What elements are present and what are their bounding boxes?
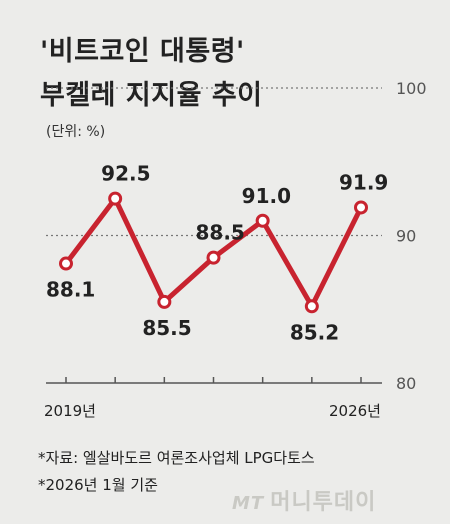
x-tick-label-start: 2019년 (44, 402, 96, 420)
y-tick-label-80: 80 (396, 374, 416, 393)
source-note: *자료: 엘살바도르 여론조사업체 LPG다토스 (38, 449, 315, 467)
data-point (206, 250, 221, 265)
data-label: 85.2 (290, 320, 339, 344)
data-labels: 88.1 92.5 85.5 88.5 91.0 85.2 91.9 (46, 162, 388, 345)
data-point (157, 294, 172, 309)
data-label: 92.5 (101, 162, 150, 186)
data-label: 91.0 (242, 184, 291, 208)
x-tick-label-end: 2026년 (329, 402, 381, 420)
data-point (255, 213, 270, 228)
y-tick-label-90: 90 (396, 227, 416, 246)
data-point (108, 191, 123, 206)
chart-title-line1: '비트코인 대통령' (40, 36, 245, 67)
data-points (59, 191, 368, 314)
data-point (59, 256, 73, 271)
gridlines (46, 87, 382, 384)
brand-logo: MT 머니투데이 (232, 490, 377, 515)
data-point (354, 200, 368, 215)
basis-note: *2026년 1월 기준 (38, 476, 158, 494)
unit-label: (단위: %) (46, 124, 106, 140)
data-label: 85.5 (142, 316, 191, 340)
data-label: 88.5 (196, 221, 245, 245)
axis-labels: 100 90 80 2019년 2026년 (44, 79, 427, 420)
data-point (304, 299, 319, 314)
y-tick-label-100: 100 (396, 79, 427, 98)
chart-title-line2: 부켈레 지지율 추이 (40, 80, 263, 111)
data-label: 91.9 (339, 170, 388, 194)
data-label: 88.1 (46, 278, 95, 302)
